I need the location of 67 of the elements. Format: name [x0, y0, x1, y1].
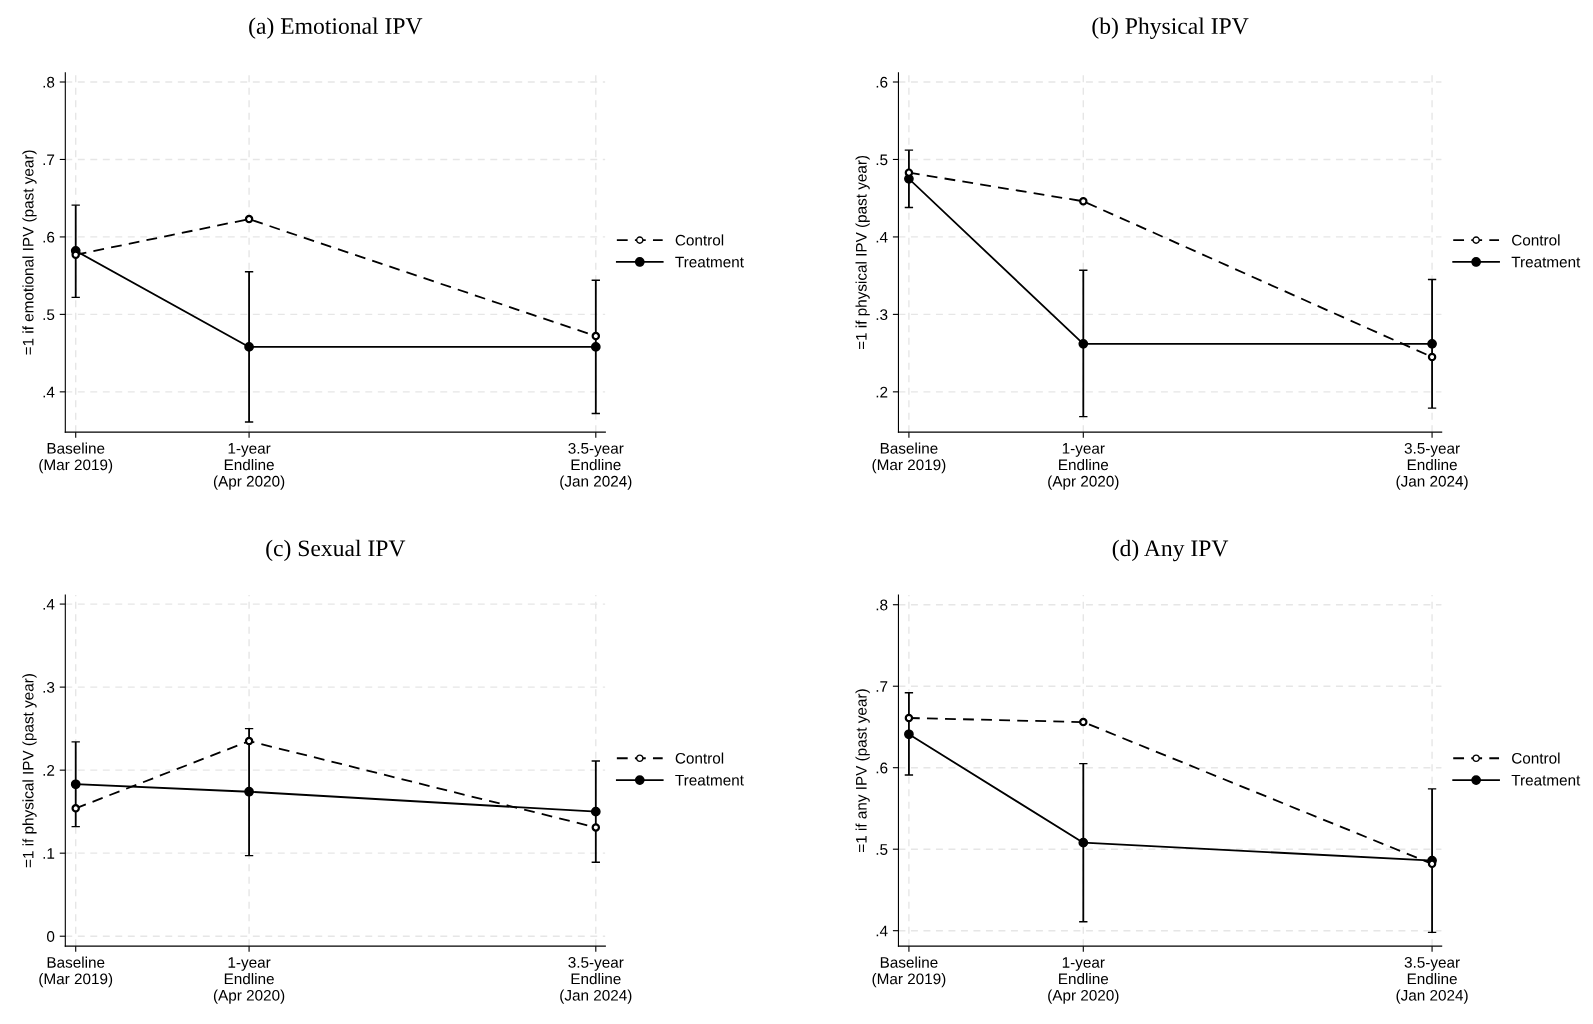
x-tick-label: Baseline (Mar 2019)	[39, 442, 113, 474]
point	[904, 729, 914, 740]
y-tick-label: .1	[43, 848, 55, 859]
y-tick-label: 0	[47, 931, 55, 942]
x-tick-label: 3.5-year Endline (Jan 2024)	[560, 442, 632, 490]
legend-label: Treatment	[675, 774, 744, 786]
point	[244, 342, 254, 352]
y-tick-label: .5	[876, 844, 888, 855]
point	[244, 214, 254, 224]
point	[591, 823, 601, 832]
x-tick-label: Baseline (Mar 2019)	[872, 442, 946, 474]
point	[1079, 197, 1088, 206]
y-tick-label: .7	[876, 681, 888, 692]
point	[591, 331, 601, 341]
point	[244, 736, 254, 746]
legend-label: Treatment	[1511, 256, 1581, 268]
point	[590, 806, 601, 817]
y-tick-label: .3	[43, 681, 55, 693]
point	[904, 713, 914, 723]
y-tick-label: .2	[876, 386, 888, 398]
point	[1079, 717, 1088, 727]
point	[1078, 837, 1089, 848]
y-tick-label: .4	[43, 599, 55, 610]
legend-label: Control	[1512, 234, 1560, 246]
point	[590, 342, 601, 352]
y-tick-label: .2	[43, 765, 55, 776]
legend-label: Control	[1512, 752, 1560, 764]
x-tick-label: 1-year Endline (Apr 2020)	[1048, 443, 1119, 490]
point	[1427, 338, 1437, 349]
y-tick-label: .6	[43, 231, 55, 243]
y-tick-label: .5	[43, 309, 55, 321]
y-axis-title: =1 if emotional IPV (past year)	[22, 150, 37, 355]
point	[71, 804, 80, 813]
y-tick-label: .7	[43, 154, 55, 165]
point	[904, 168, 914, 177]
chart-title: (d) Any IPV	[1112, 539, 1229, 562]
x-tick-label: 3.5-year Endline (Jan 2024)	[1396, 442, 1468, 490]
y-tick-label: .3	[876, 309, 888, 321]
x-tick-label: 1-year Endline (Apr 2020)	[213, 957, 285, 1004]
legend-label: Control	[675, 752, 724, 764]
y-tick-label: .4	[876, 925, 888, 937]
point	[1078, 338, 1089, 349]
y-axis-title: =1 if physical IPV (past year)	[855, 155, 870, 350]
point	[70, 779, 81, 790]
y-axis-title: =1 if physical IPV (past year)	[22, 674, 37, 868]
y-tick-label: .4	[876, 231, 888, 243]
chart-title: (c) Sexual IPV	[266, 539, 406, 562]
x-tick-label: 3.5-year Endline (Jan 2024)	[1396, 957, 1468, 1004]
y-tick-label: .8	[43, 76, 55, 88]
x-tick-label: 3.5-year Endline (Jan 2024)	[560, 957, 632, 1004]
y-tick-label: .6	[876, 76, 888, 88]
y-tick-label: .6	[876, 762, 888, 774]
x-tick-label: Baseline (Mar 2019)	[39, 956, 113, 988]
y-tick-label: .8	[876, 599, 888, 611]
point	[244, 786, 254, 797]
x-tick-label: Baseline (Mar 2019)	[872, 956, 946, 988]
y-tick-label: .5	[876, 154, 888, 166]
x-tick-label: 1-year Endline (Apr 2020)	[1048, 957, 1119, 1004]
chart-title: (b) Physical IPV	[1092, 17, 1249, 39]
x-tick-label: 1-year Endline (Apr 2020)	[213, 443, 285, 490]
legend-label: Treatment	[675, 256, 744, 268]
legend-label: Control	[675, 234, 724, 246]
y-axis-title: =1 if any IPV (past year)	[855, 689, 870, 852]
point	[1427, 352, 1437, 362]
legend-label: Treatment	[1511, 774, 1581, 786]
y-tick-label: .4	[43, 386, 55, 398]
chart-title: (a) Emotional IPV	[249, 17, 423, 39]
